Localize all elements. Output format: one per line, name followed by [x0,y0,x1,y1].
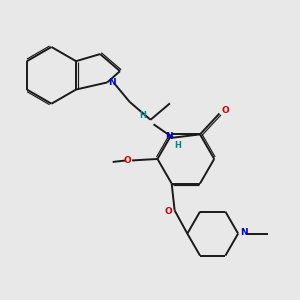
Text: H: H [140,111,146,120]
Text: N: N [165,132,172,141]
Text: O: O [124,156,131,165]
Text: H: H [174,141,181,150]
Text: N: N [108,78,116,87]
Text: N: N [240,228,248,237]
Text: O: O [221,106,229,115]
Text: O: O [165,207,172,216]
